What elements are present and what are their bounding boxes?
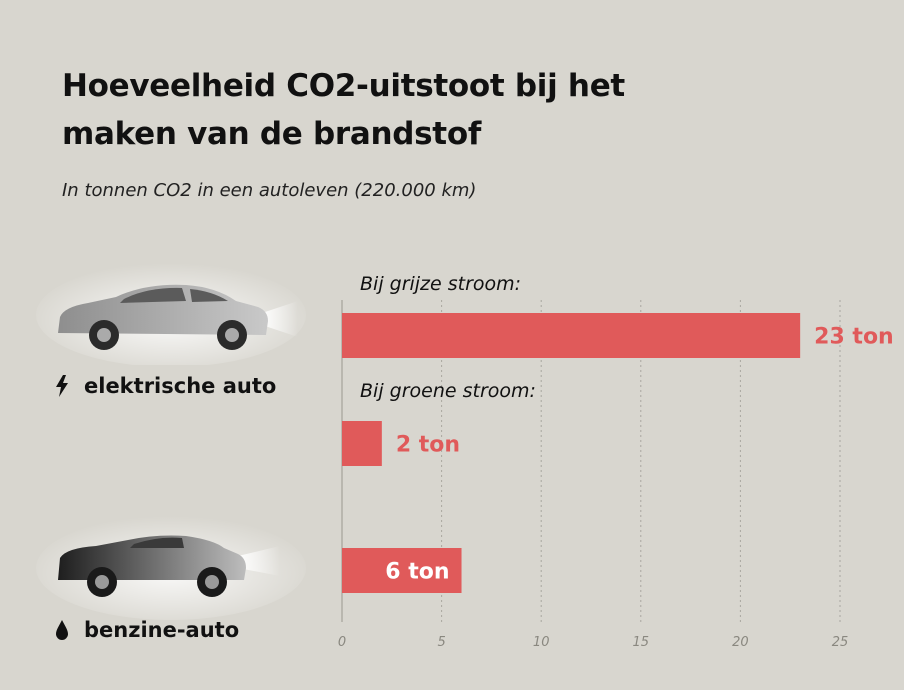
bar (342, 313, 801, 358)
x-tick-label: 25 (832, 635, 849, 650)
bar-group-label: Bij groene stroom: (360, 380, 536, 402)
bar-group-label: Bij grijze stroom: (360, 273, 521, 295)
bar-value-label: 6 ton (385, 560, 449, 585)
bar-value-label: 23 ton (814, 325, 894, 350)
petrol-car-image (36, 510, 306, 620)
electric-car-label: elektrische auto (84, 374, 277, 398)
bar (342, 548, 462, 593)
petrol-car-label: benzine-auto (84, 618, 240, 642)
x-tick-label: 10 (533, 635, 550, 650)
petrol-car-label-row: benzine-auto (54, 618, 239, 642)
electric-car-image (36, 255, 306, 367)
electric-car-label-row: elektrische auto (54, 374, 276, 398)
x-tick-label: 15 (633, 635, 650, 650)
x-tick-label: 0 (338, 635, 346, 650)
bar (342, 421, 382, 466)
lightning-bolt-icon (54, 375, 70, 397)
x-tick-label: 20 (732, 635, 749, 650)
bar-value-label: 2 ton (396, 433, 460, 458)
chart-title: Hoeveelheid CO2-uitstoot bij het maken v… (62, 68, 625, 152)
fuel-drop-icon (54, 619, 70, 641)
chart-subtitle: In tonnen CO2 in een autoleven (220.000 … (62, 180, 477, 201)
x-tick-label: 5 (437, 635, 445, 650)
